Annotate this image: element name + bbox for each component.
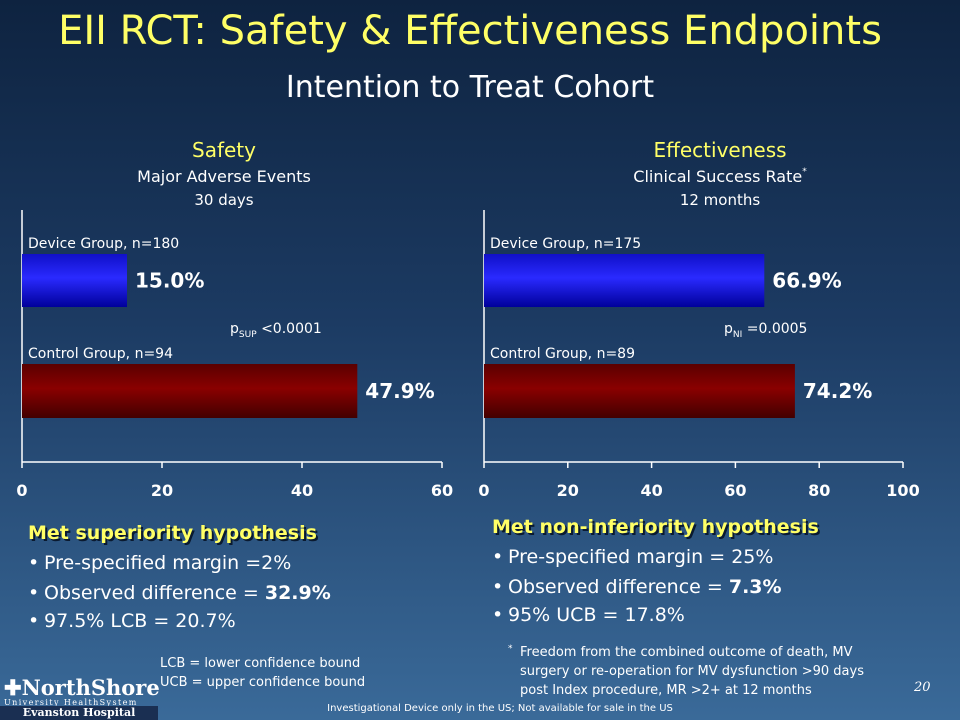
bar-category-label: Device Group, n=175 <box>490 236 641 252</box>
bullet-dot: • <box>28 582 40 604</box>
x-tick-label: 20 <box>151 481 173 500</box>
bar-value-label: 74.2% <box>803 379 872 403</box>
bar-value-label: 47.9% <box>365 379 434 403</box>
slide-title: EII RCT: Safety & Effectiveness Endpoint… <box>58 8 882 54</box>
logo-hospital: Evanston Hospital <box>22 706 136 719</box>
effectiveness-bullet-1: • Pre-specified margin = 25% <box>492 546 773 568</box>
safety-bullet-1: • Pre-specified margin =2% <box>28 552 291 574</box>
safety-bullet-2-text: Observed difference = <box>44 582 265 604</box>
legend-lcb: LCB = lower confidence bound <box>160 656 361 671</box>
slide-subtitle: Intention to Treat Cohort <box>285 70 655 105</box>
effectiveness-metric-line: Clinical Success Rate* <box>570 167 870 186</box>
safety-chart: 0 20 40 60 Device Group, n=180 15.0% Control G… <box>16 210 453 500</box>
bullet-dot: • <box>28 610 40 632</box>
safety-hypothesis: Met superiority hypothesis <box>28 522 317 544</box>
footnote-mark: * <box>508 640 513 659</box>
logo-tagline: University HealthSystem <box>4 698 138 707</box>
bar-category-label: Control Group, n=89 <box>490 346 635 362</box>
device-bar <box>484 254 765 307</box>
effectiveness-p-value: =0.0005 <box>746 321 808 337</box>
bullet-dot: • <box>492 604 504 626</box>
safety-metric: Major Adverse Events <box>137 167 311 186</box>
x-tick-label: 20 <box>557 481 579 500</box>
footnote-line-3: post Index procedure, MR >2+ at 12 month… <box>520 683 812 698</box>
x-tick-label: 80 <box>808 481 830 500</box>
safety-bullet-3: • 97.5% LCB = 20.7% <box>28 610 236 632</box>
x-tick-label: 40 <box>640 481 662 500</box>
effectiveness-bullet-1-text: Pre-specified margin = 25% <box>508 546 774 568</box>
safety-bullet-2: • Observed difference = 32.9% <box>28 582 331 604</box>
safety-bullet-1-text: Pre-specified margin =2% <box>44 552 292 574</box>
page-number: 20 <box>914 680 931 695</box>
northshore-logo: ✚NorthShore <box>4 675 160 700</box>
effectiveness-bullet-2-text: Observed difference = <box>508 576 729 598</box>
effectiveness-timeframe: 12 months <box>679 191 761 209</box>
effectiveness-bullet-2-bold: 7.3% <box>728 576 782 598</box>
effectiveness-p-sub: NI <box>732 329 743 340</box>
footnote-line-1: Freedom from the combined outcome of dea… <box>520 645 853 660</box>
bullet-dot: • <box>492 576 504 598</box>
bar-category-label: Device Group, n=180 <box>28 236 179 252</box>
effectiveness-bullet-2: • Observed difference = 7.3% <box>492 576 782 598</box>
effectiveness-metric: Clinical Success Rate <box>633 167 803 186</box>
bar-value-label: 66.9% <box>772 269 841 293</box>
safety-heading: Safety <box>192 138 256 162</box>
safety-bullet-3-text: 97.5% LCB = 20.7% <box>44 610 236 632</box>
x-tick-label: 100 <box>886 481 919 500</box>
safety-p-value: <0.0001 <box>261 321 322 337</box>
effectiveness-chart: 0 20 40 60 80 100 Device Group, n=175 66.9% Cont… <box>478 210 920 500</box>
bar-value-label: 15.0% <box>135 269 204 293</box>
effectiveness-metric-mark: * <box>802 167 807 177</box>
footnote-line-2: surgery or re-operation for MV dysfuncti… <box>520 664 864 679</box>
control-bar <box>22 364 358 418</box>
x-tick-label: 0 <box>16 481 27 500</box>
legend-ucb: UCB = upper confidence bound <box>160 675 366 690</box>
logo-cross-icon: ✚ <box>4 675 22 700</box>
disclaimer: Investigational Device only in the US; N… <box>327 703 673 714</box>
device-bar <box>22 254 127 307</box>
effectiveness-bullet-3: • 95% UCB = 17.8% <box>492 604 685 626</box>
bullet-dot: • <box>492 546 504 568</box>
safety-p-label: p <box>230 321 239 337</box>
control-bar <box>484 364 795 418</box>
effectiveness-hypothesis: Met non-inferiority hypothesis <box>492 516 819 538</box>
safety-pvalue: pSUP <0.0001 <box>230 320 322 345</box>
safety-p-sub: SUP <box>238 329 257 340</box>
effectiveness-bullet-3-text: 95% UCB = 17.8% <box>508 604 685 626</box>
effectiveness-pvalue: pNI =0.0005 <box>724 320 807 345</box>
safety-bullet-2-bold: 32.9% <box>264 582 331 604</box>
x-tick-label: 40 <box>291 481 313 500</box>
bar-category-label: Control Group, n=94 <box>28 346 173 362</box>
safety-timeframe: 30 days <box>194 191 254 209</box>
effectiveness-heading: Effectiveness <box>653 138 787 162</box>
bullet-dot: • <box>28 552 40 574</box>
footnote-asterisk: * <box>508 644 513 654</box>
effectiveness-p-label: p <box>724 321 733 337</box>
logo-hospital-band: Evanston Hospital <box>0 706 158 720</box>
x-tick-label: 60 <box>431 481 453 500</box>
x-tick-label: 0 <box>478 481 489 500</box>
x-tick-label: 60 <box>724 481 746 500</box>
logo-name: NorthShore <box>21 675 160 700</box>
